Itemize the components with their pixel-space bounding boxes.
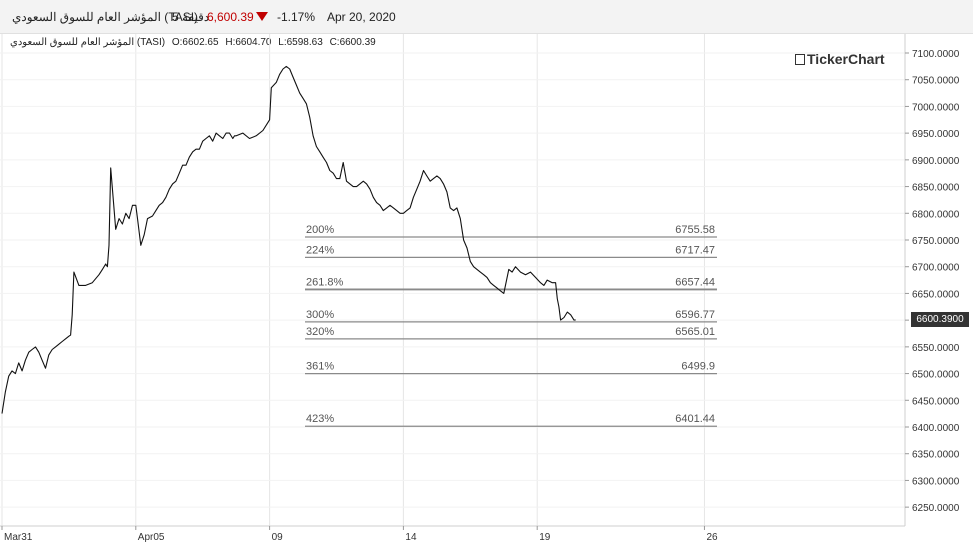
ohlc-instrument-label: المؤشر العام للسوق السعودي (TASI) — [10, 37, 166, 48]
fib-level-value: 6596.77 — [675, 309, 715, 321]
quote-date: Apr 20, 2020 — [327, 10, 396, 24]
x-tick-label: Mar31 — [4, 532, 33, 543]
y-tick-label: 7050.0000 — [912, 76, 960, 87]
x-tick-label: 14 — [405, 532, 417, 543]
fib-level-value: 6565.01 — [675, 326, 715, 338]
ohlc-low: L:6598.63 — [278, 37, 323, 48]
y-tick-label: 6450.0000 — [912, 396, 960, 407]
y-tick-label: 6750.0000 — [912, 236, 960, 247]
logo-text: TickerChart — [807, 51, 885, 67]
last-price-marker: 6600.3900 — [911, 311, 969, 327]
tickerchart-logo: TickerChart — [795, 51, 885, 67]
instrument-name[interactable]: المؤشر العام للسوق السعودي (TASI) — [12, 10, 199, 24]
fib-level-value: 6755.58 — [675, 224, 715, 236]
fib-level-value: 6657.44 — [675, 276, 715, 288]
y-tick-label: 6700.0000 — [912, 263, 960, 274]
symbol-header-bar: المؤشر العام للسوق السعودي (TASI) 5 دقيق… — [0, 0, 973, 34]
ohlc-high: H:6604.70 — [225, 37, 272, 48]
y-tick-label: 7100.0000 — [912, 49, 960, 60]
y-tick-label: 6500.0000 — [912, 370, 960, 381]
price-series-line — [1, 65, 576, 414]
fib-level-percent: 361% — [306, 361, 334, 373]
y-tick-label: 6800.0000 — [912, 209, 960, 220]
y-tick-label: 6650.0000 — [912, 289, 960, 300]
ohlc-close: C:6600.39 — [329, 37, 376, 48]
x-tick-label: Apr05 — [138, 532, 165, 543]
y-tick-label: 6850.0000 — [912, 183, 960, 194]
ohlc-readout: المؤشر العام للسوق السعودي (TASI) O:6602… — [10, 37, 380, 48]
fib-level-percent: 224% — [306, 244, 334, 256]
y-tick-label: 6950.0000 — [912, 129, 960, 140]
fib-level-value: 6499.9 — [681, 361, 715, 373]
fib-level-percent: 300% — [306, 309, 334, 321]
interval-selector[interactable]: 5 دقيقة — [172, 10, 210, 24]
fib-level-percent: 261.8% — [306, 276, 344, 288]
x-tick-label: 19 — [539, 532, 551, 543]
fib-level-percent: 200% — [306, 224, 334, 236]
y-tick-label: 6400.0000 — [912, 423, 960, 434]
y-tick-label: 6250.0000 — [912, 503, 960, 514]
fib-level-value: 6401.44 — [675, 413, 715, 425]
down-arrow-icon — [256, 12, 268, 21]
ohlc-open: O:6602.65 — [171, 37, 219, 48]
x-tick-label: 26 — [706, 532, 718, 543]
x-tick-label: 09 — [272, 532, 284, 543]
y-tick-label: 7000.0000 — [912, 102, 960, 113]
percent-change: -1.17% — [277, 10, 316, 24]
y-tick-label: 6300.0000 — [912, 476, 960, 487]
y-tick-label: 6900.0000 — [912, 156, 960, 167]
logo-icon — [795, 54, 805, 65]
last-price: 6,600.39 — [207, 10, 254, 24]
fib-level-percent: 320% — [306, 326, 334, 338]
y-tick-label: 6550.0000 — [912, 343, 960, 354]
fib-level-value: 6717.47 — [675, 244, 715, 256]
fib-level-percent: 423% — [306, 413, 334, 425]
y-tick-label: 6350.0000 — [912, 450, 960, 461]
